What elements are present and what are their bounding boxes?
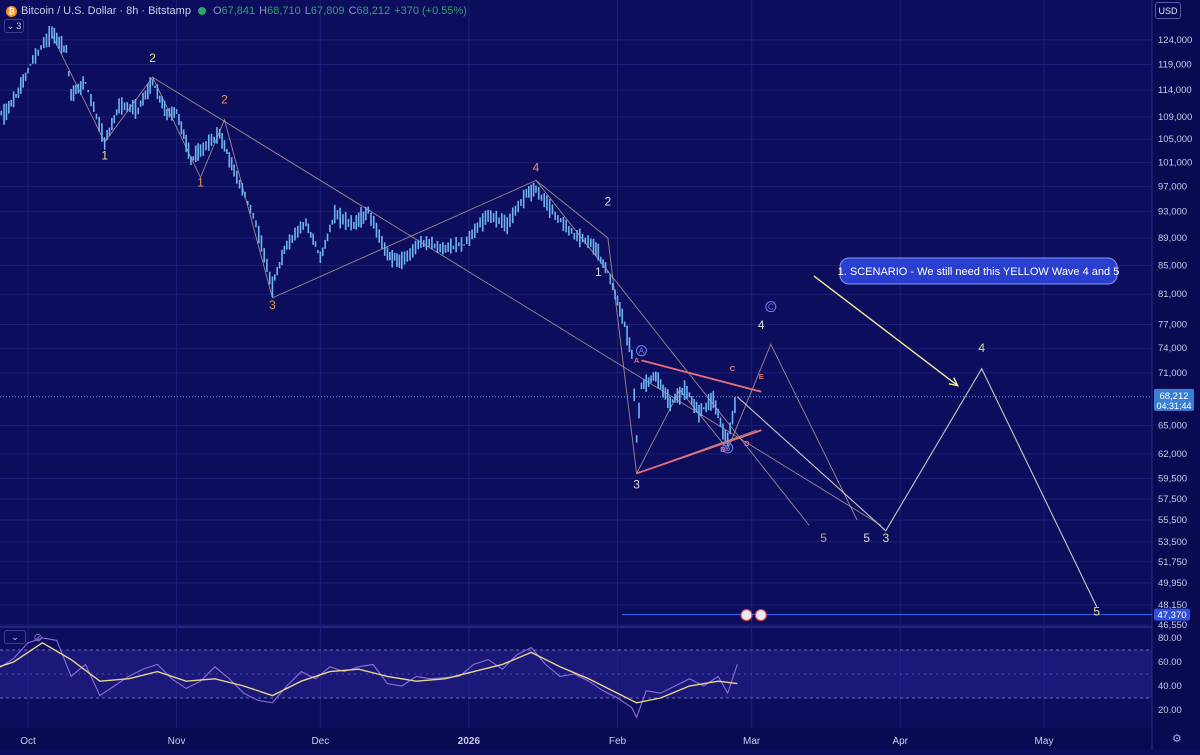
y-tick-label: 49,950: [1158, 578, 1187, 589]
rsi-tick-label: 60.00: [1158, 657, 1182, 668]
y-tick-label: 109,000: [1158, 112, 1192, 123]
ohlc-open: O67,841: [213, 5, 255, 17]
wave-label: 4: [758, 318, 765, 332]
bitcoin-icon: ₿: [6, 6, 17, 17]
wave-label: D: [744, 439, 750, 448]
y-tick-label: 105,000: [1158, 134, 1192, 145]
wave-label: B: [725, 444, 730, 453]
y-tick-label: 51,750: [1158, 557, 1187, 568]
ohlc-open-value: 67,841: [222, 5, 256, 17]
wave-label: 2: [221, 92, 228, 106]
y-tick-label: 85,000: [1158, 260, 1187, 271]
ohlc-low-value: 67,809: [311, 5, 345, 17]
event-marker-icon: [755, 610, 766, 621]
chevron-down-icon: ⌄: [11, 632, 19, 643]
y-tick-label: 74,000: [1158, 343, 1187, 354]
wave-label: B: [720, 445, 726, 454]
wave-label: 5: [863, 531, 870, 545]
wave-label: 1: [101, 148, 108, 162]
callout-text: 1. SCENARIO - We still need this YELLOW …: [838, 266, 1120, 278]
x-tick-label: May: [1035, 736, 1054, 747]
wave-label: C: [768, 303, 774, 312]
wave-label: 1: [197, 176, 204, 190]
indicators-toggle[interactable]: ⌄ 3: [4, 19, 24, 33]
ohlc-low: L67,809: [305, 5, 345, 17]
y-tick-label: 53,500: [1158, 537, 1187, 548]
x-tick-label: Feb: [609, 736, 627, 747]
y-tick-label: 97,000: [1158, 182, 1187, 193]
ohlc-close-label: C: [349, 5, 357, 17]
wave-label: 2: [605, 194, 612, 208]
symbol-title[interactable]: Bitcoin / U.S. Dollar · 8h · Bitstamp: [21, 5, 191, 17]
wave-label: 3: [269, 298, 276, 312]
chevron-down-icon: ⌄: [7, 21, 15, 32]
wave-label: 5: [820, 531, 827, 545]
currency-button[interactable]: USD: [1155, 2, 1181, 19]
wave-label: 3: [633, 478, 640, 492]
ohlc-close: C68,212: [349, 5, 391, 17]
y-tick-label: 119,000: [1158, 59, 1192, 70]
wave-label: E: [759, 372, 764, 381]
y-tick-label: 46,550: [1158, 620, 1187, 631]
x-tick-label: Oct: [20, 736, 36, 747]
wave-label: A: [639, 347, 645, 356]
y-tick-label: 65,000: [1158, 421, 1187, 432]
price-change: +370 (+0.55%): [394, 5, 467, 17]
y-tick-label: 71,000: [1158, 368, 1187, 379]
indicator-count: 3: [16, 21, 21, 31]
ohlc-close-value: 68,212: [357, 5, 391, 17]
y-tick-label: 59,500: [1158, 473, 1187, 484]
rsi-tick-label: 40.00: [1158, 681, 1182, 692]
y-tick-label: 62,000: [1158, 449, 1187, 460]
y-tick-label: 81,000: [1158, 289, 1187, 300]
y-tick-label: 55,500: [1158, 515, 1187, 526]
rsi-alert-icon: ⊘: [33, 631, 42, 644]
x-tick-label: 2026: [458, 736, 481, 747]
wave-label: 1: [595, 265, 602, 279]
rsi-tick-label: 20.00: [1158, 705, 1182, 716]
gear-icon[interactable]: ⚙: [1172, 732, 1182, 745]
wave-label: C: [730, 364, 736, 373]
wave-label: 4: [533, 160, 540, 174]
market-status-icon: [198, 7, 206, 15]
wave-label: 2: [149, 51, 156, 65]
symbol-header: ₿ Bitcoin / U.S. Dollar · 8h · Bitstamp …: [6, 3, 467, 19]
wave-label: 3: [883, 531, 890, 545]
y-tick-label: 101,000: [1158, 157, 1192, 168]
ohlc-open-label: O: [213, 5, 222, 17]
x-tick-label: Apr: [892, 736, 908, 747]
last-price-countdown: 04:31:44: [1156, 401, 1191, 411]
wave-label: A: [634, 356, 640, 365]
x-tick-label: Mar: [743, 736, 761, 747]
event-marker-icon: [741, 610, 752, 621]
target-price-label: 47,370: [1157, 610, 1186, 621]
ohlc-high: H68,710: [259, 5, 301, 17]
wave-label: 5: [1093, 604, 1100, 618]
x-tick-label: Dec: [311, 736, 329, 747]
ohlc-high-value: 68,710: [267, 5, 301, 17]
y-tick-label: 77,000: [1158, 319, 1187, 330]
y-tick-label: 57,500: [1158, 494, 1187, 505]
ohlc-high-label: H: [259, 5, 267, 17]
rsi-tick-label: 80.00: [1158, 633, 1182, 644]
rsi-pane-toggle[interactable]: ⌄: [4, 630, 26, 644]
x-tick-label: Nov: [168, 736, 186, 747]
y-tick-label: 89,000: [1158, 233, 1187, 244]
y-tick-label: 114,000: [1158, 85, 1192, 96]
y-tick-label: 93,000: [1158, 207, 1187, 218]
wave-label: 4: [978, 341, 985, 355]
y-tick-label: 124,000: [1158, 35, 1192, 46]
